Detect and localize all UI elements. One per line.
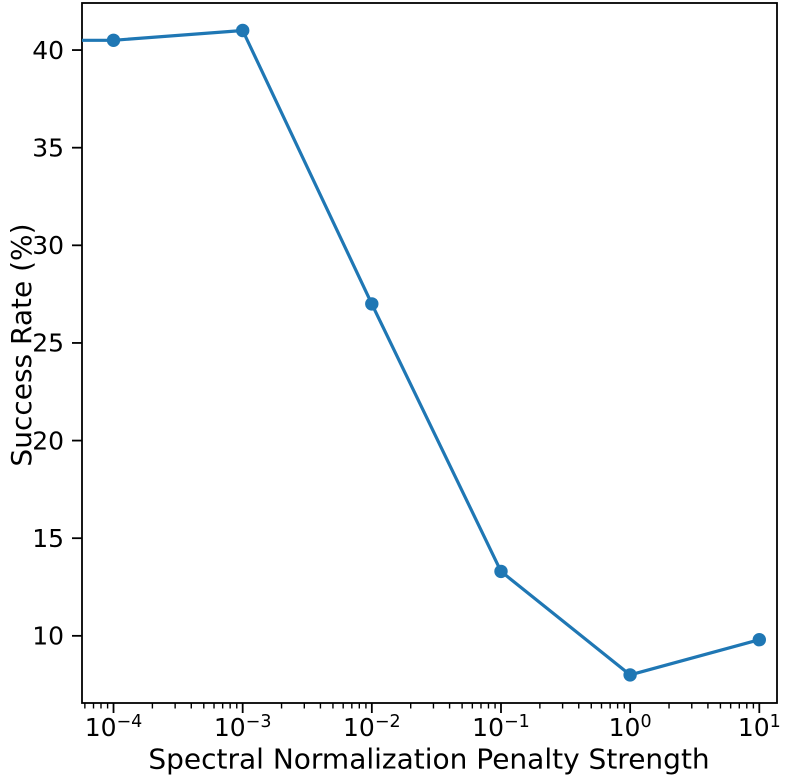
data-line (82, 28, 760, 677)
x-tick-label: 10−3 (214, 712, 272, 742)
plot-area: 10−4 10−3 10−2 10−1 100 101 10 15 20 25 30 35 40 (32, 2, 781, 742)
y-tick-label: 10 (32, 622, 64, 651)
x-tick-label: 100 (609, 712, 652, 742)
data-point-marker (752, 633, 766, 647)
y-tick-label: 15 (32, 524, 64, 553)
y-tick-label: 30 (32, 231, 64, 260)
plot-frame (81, 2, 778, 704)
x-tick-label: 101 (738, 712, 781, 742)
data-point-marker (106, 33, 121, 47)
x-axis-label: Spectral Normalization Penalty Strength (148, 743, 709, 776)
data-point-marker (623, 668, 637, 682)
data-point-marker (494, 564, 508, 579)
data-point-marker (365, 297, 379, 311)
x-tick-label: 10−2 (343, 712, 401, 742)
y-tick-label: 20 (32, 426, 64, 455)
y-tick-label: 40 (32, 36, 64, 65)
x-tick-label: 10−1 (472, 712, 530, 742)
y-tick-label: 35 (32, 133, 64, 162)
y-tick-label: 25 (32, 329, 64, 358)
x-tick-label: 10−4 (85, 712, 143, 742)
y-axis-label: Success Rate (%) (5, 223, 38, 466)
data-point-marker (236, 23, 250, 38)
